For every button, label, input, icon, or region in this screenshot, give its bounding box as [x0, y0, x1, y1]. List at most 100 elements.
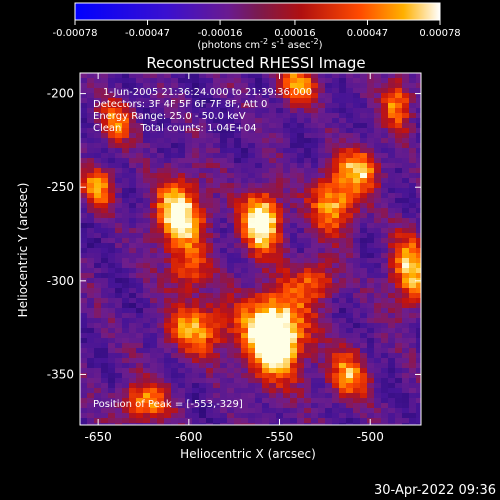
heatmap-cell	[388, 303, 395, 308]
heatmap-cell	[367, 358, 374, 363]
heatmap-cell	[381, 353, 388, 358]
heatmap-cell	[171, 358, 178, 363]
heatmap-cell	[241, 413, 248, 418]
heatmap-cell	[283, 323, 290, 328]
heatmap-cell	[94, 78, 101, 83]
heatmap-cell	[227, 143, 234, 148]
heatmap-cell	[171, 88, 178, 93]
heatmap-cell	[227, 238, 234, 243]
heatmap-cell	[416, 358, 421, 363]
heatmap-cell	[220, 78, 227, 83]
heatmap-cell	[94, 143, 101, 148]
heatmap-cell	[290, 88, 297, 93]
heatmap-cell	[206, 143, 213, 148]
heatmap-cell	[395, 363, 402, 368]
heatmap-cell	[388, 418, 395, 423]
heatmap-cell	[227, 118, 234, 123]
heatmap-cell	[150, 103, 157, 108]
heatmap-cell	[381, 378, 388, 383]
heatmap-cell	[346, 153, 353, 158]
heatmap-cell	[136, 313, 143, 318]
heatmap-cell	[248, 263, 255, 268]
heatmap-cell	[283, 73, 290, 78]
heatmap-cell	[199, 153, 206, 158]
heatmap-cell	[318, 78, 325, 83]
heatmap-cell	[94, 188, 101, 193]
heatmap-cell	[80, 183, 87, 188]
heatmap-cell	[388, 78, 395, 83]
heatmap-cell	[108, 323, 115, 328]
heatmap-cell	[178, 203, 185, 208]
heatmap-cell	[199, 228, 206, 233]
heatmap-cell	[276, 173, 283, 178]
heatmap-cell	[409, 88, 416, 93]
heatmap-cell	[185, 118, 192, 123]
heatmap-cell	[171, 193, 178, 198]
heatmap-cell	[290, 108, 297, 113]
heatmap-cell	[388, 198, 395, 203]
heatmap-cell	[360, 383, 367, 388]
heatmap-cell	[283, 303, 290, 308]
heatmap-cell	[248, 83, 255, 88]
heatmap-cell	[206, 363, 213, 368]
heatmap-cell	[143, 303, 150, 308]
heatmap-cell	[227, 373, 234, 378]
heatmap-cell	[136, 118, 143, 123]
heatmap-cell	[157, 338, 164, 343]
heatmap-cell	[381, 273, 388, 278]
heatmap-cell	[283, 238, 290, 243]
heatmap-cell	[388, 138, 395, 143]
heatmap-cell	[339, 208, 346, 213]
heatmap-cell	[346, 118, 353, 123]
heatmap-cell	[290, 343, 297, 348]
heatmap-cell	[367, 183, 374, 188]
heatmap-cell	[150, 218, 157, 223]
heatmap-cell	[318, 83, 325, 88]
heatmap-cell	[206, 388, 213, 393]
heatmap-cell	[115, 223, 122, 228]
heatmap-cell	[129, 253, 136, 258]
heatmap-cell	[388, 123, 395, 128]
heatmap-cell	[171, 148, 178, 153]
heatmap-cell	[171, 338, 178, 343]
heatmap-cell	[150, 323, 157, 328]
heatmap-cell	[402, 403, 409, 408]
heatmap-cell	[227, 133, 234, 138]
heatmap-cell	[115, 218, 122, 223]
heatmap-cell	[269, 333, 276, 338]
heatmap-cell	[262, 178, 269, 183]
heatmap-cell	[101, 368, 108, 373]
heatmap-cell	[213, 388, 220, 393]
heatmap-cell	[311, 208, 318, 213]
heatmap-cell	[290, 408, 297, 413]
heatmap-cell	[129, 93, 136, 98]
heatmap-cell	[290, 238, 297, 243]
heatmap-cell	[87, 288, 94, 293]
heatmap-cell	[213, 208, 220, 213]
heatmap-cell	[87, 163, 94, 168]
heatmap-cell	[318, 163, 325, 168]
heatmap-cell	[395, 398, 402, 403]
heatmap-cell	[248, 253, 255, 258]
heatmap-cell	[269, 383, 276, 388]
heatmap-cell	[374, 328, 381, 333]
heatmap-cell	[157, 208, 164, 213]
heatmap-cell	[276, 333, 283, 338]
heatmap-cell	[185, 243, 192, 248]
heatmap-cell	[262, 408, 269, 413]
heatmap-cell	[192, 118, 199, 123]
heatmap-cell	[332, 343, 339, 348]
heatmap-cell	[115, 173, 122, 178]
heatmap-cell	[346, 398, 353, 403]
heatmap-cell	[332, 133, 339, 138]
heatmap-cell	[94, 108, 101, 113]
heatmap-cell	[178, 78, 185, 83]
heatmap-cell	[381, 188, 388, 193]
heatmap-cell	[94, 323, 101, 328]
heatmap-cell	[234, 293, 241, 298]
heatmap-cell	[136, 418, 143, 423]
heatmap-cell	[276, 188, 283, 193]
heatmap-cell	[192, 363, 199, 368]
heatmap-cell	[199, 348, 206, 353]
heatmap-cell	[360, 193, 367, 198]
